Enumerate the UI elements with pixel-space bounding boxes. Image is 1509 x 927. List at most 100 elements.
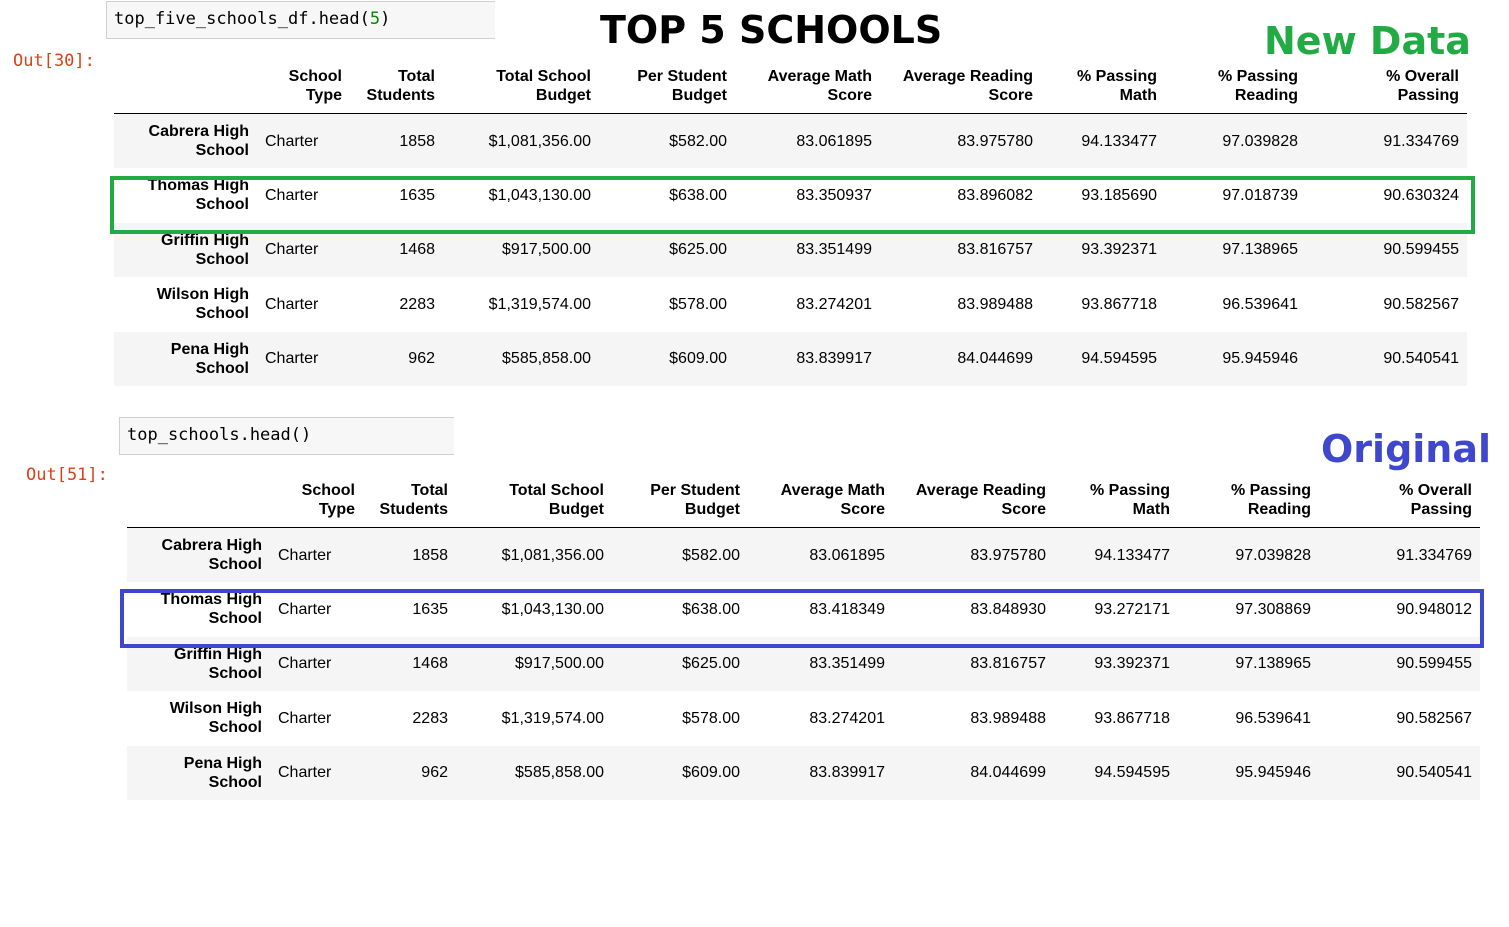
column-header-line1: % Passing <box>1089 482 1170 499</box>
table-cell: 97.308869 <box>1235 600 1311 618</box>
table-cell: 83.816757 <box>970 655 1046 673</box>
table-cell: 94.594595 <box>1081 350 1157 368</box>
table-cell: 1468 <box>412 655 448 673</box>
table-cell: 97.039828 <box>1222 132 1298 150</box>
table-cell: 1635 <box>412 600 448 618</box>
column-header-line1: Average Reading <box>915 482 1046 499</box>
table-cell: 97.138965 <box>1235 655 1311 673</box>
table-cell: $1,043,130.00 <box>488 186 591 204</box>
table-cell: $917,500.00 <box>515 655 604 673</box>
table-cell: Charter <box>265 350 319 368</box>
school-name-line2: School <box>195 359 249 377</box>
table-cell: 83.816757 <box>957 241 1033 259</box>
school-name-line1: Griffin High <box>161 231 249 249</box>
column-header: School Type <box>270 481 363 528</box>
table-cell: 94.133477 <box>1094 546 1170 564</box>
column-header-line1: Per Student <box>637 68 727 85</box>
table-cell: 96.539641 <box>1235 709 1311 727</box>
table-cell: 83.989488 <box>957 295 1033 313</box>
row-index-school-name: Cabrera High School <box>114 114 257 169</box>
table-cell: 93.392371 <box>1081 241 1157 259</box>
column-header: Total Students <box>363 481 456 528</box>
table-cell: 93.867718 <box>1094 709 1170 727</box>
output-prompt: Out[51]: <box>26 465 108 485</box>
row-index-school-name: Griffin High School <box>114 223 257 278</box>
column-header-line1: % Overall <box>1386 68 1459 85</box>
table-cell: Charter <box>278 709 332 727</box>
table-row: Thomas High School Charter 1635 $1,043,130.0… <box>127 582 1480 637</box>
table-cell: 83.061895 <box>809 546 885 564</box>
table-cell: 83.896082 <box>957 186 1033 204</box>
row-index-school-name: Thomas High School <box>114 168 257 223</box>
table-header-row: School Type Total Students Total School Budge… <box>114 67 1467 114</box>
column-header-line1: Per Student <box>650 482 740 499</box>
column-header-line2: Math <box>1119 87 1157 104</box>
table-row: Griffin High School Charter 1468 $917,500.00… <box>114 222 1467 278</box>
table-cell: $1,319,574.00 <box>501 709 604 727</box>
table-cell: 97.018739 <box>1222 186 1298 204</box>
table-row: Griffin High School Charter 1468 $917,500.00… <box>127 636 1480 691</box>
school-name-line2: School <box>195 305 249 323</box>
column-header-line1: Average Reading <box>902 68 1033 85</box>
table-cell: $582.00 <box>682 546 740 564</box>
table-cell: 94.133477 <box>1081 132 1157 150</box>
column-header: % Passing Reading <box>1178 481 1319 528</box>
row-index-school-name: Pena High School <box>127 746 270 801</box>
table-cell: Charter <box>278 655 332 673</box>
column-header-line1: Total <box>410 482 448 499</box>
table-cell: $1,319,574.00 <box>488 295 591 313</box>
table-cell: 90.582567 <box>1396 709 1472 727</box>
table-cell: 93.392371 <box>1094 655 1170 673</box>
column-header: Total Students <box>350 67 443 114</box>
code-cell-original[interactable]: top_schools.head() <box>119 417 454 455</box>
column-header-line2: Reading <box>1247 501 1311 518</box>
table-cell: $625.00 <box>669 241 727 259</box>
table-cell: 95.945946 <box>1222 350 1298 368</box>
table-cell: $578.00 <box>669 295 727 313</box>
table-cell: 90.599455 <box>1383 241 1459 259</box>
table-cell: 83.975780 <box>957 132 1033 150</box>
column-header-line2: Score <box>1001 501 1046 518</box>
table-cell: 1468 <box>399 241 435 259</box>
table-row: Wilson High School Charter 2283 $1,319,574.0… <box>127 691 1480 746</box>
column-header-line1: % Passing <box>1217 68 1298 85</box>
code-cell-new[interactable]: top_five_schools_df.head(5) <box>106 1 495 39</box>
output-prompt: Out[30]: <box>13 51 95 71</box>
column-header: Average Math Score <box>748 481 893 528</box>
table-cell: 83.351499 <box>809 655 885 673</box>
table-cell: $582.00 <box>669 132 727 150</box>
table-cell: 83.975780 <box>970 546 1046 564</box>
table-cell: $1,043,130.00 <box>501 600 604 618</box>
table-cell: 94.594595 <box>1094 764 1170 782</box>
table-row: Wilson High School Charter 2283 $1,319,574.0… <box>114 277 1467 332</box>
column-header-line2: Budget <box>535 87 591 104</box>
table-cell: 93.185690 <box>1081 186 1157 204</box>
table-cell: Charter <box>278 764 332 782</box>
row-index-school-name: Cabrera High School <box>127 528 270 583</box>
table-cell: Charter <box>278 546 332 564</box>
table-cell: 90.540541 <box>1383 350 1459 368</box>
table-cell: $609.00 <box>669 350 727 368</box>
table-cell: $638.00 <box>669 186 727 204</box>
table-cell: 96.539641 <box>1222 295 1298 313</box>
page-title: TOP 5 SCHOOLS <box>600 8 943 52</box>
column-header-line2: Score <box>840 501 885 518</box>
table-cell: 83.061895 <box>796 132 872 150</box>
column-header-line2: Passing <box>1397 87 1459 104</box>
table-cell: 962 <box>421 764 448 782</box>
table-cell: 90.540541 <box>1396 764 1472 782</box>
column-header-line2: Score <box>988 87 1033 104</box>
column-header-line2: Budget <box>671 87 727 104</box>
column-header: Average Math Score <box>735 67 880 114</box>
table-row: Pena High School Charter 962 $585,858.00 $609… <box>114 331 1467 386</box>
column-header-line2: Math <box>1132 501 1170 518</box>
table-cell: $917,500.00 <box>502 241 591 259</box>
dataframe-table-original: School Type Total Students Total School Budge… <box>127 481 1480 800</box>
row-index-school-name: Thomas High School <box>127 582 270 637</box>
table-cell: 93.867718 <box>1081 295 1157 313</box>
school-name-line1: Cabrera High <box>161 537 262 554</box>
column-header: Average Reading Score <box>880 67 1041 114</box>
column-header: School Type <box>257 67 350 114</box>
column-header-line2: Reading <box>1234 87 1298 104</box>
table-cell: 90.582567 <box>1383 295 1459 313</box>
